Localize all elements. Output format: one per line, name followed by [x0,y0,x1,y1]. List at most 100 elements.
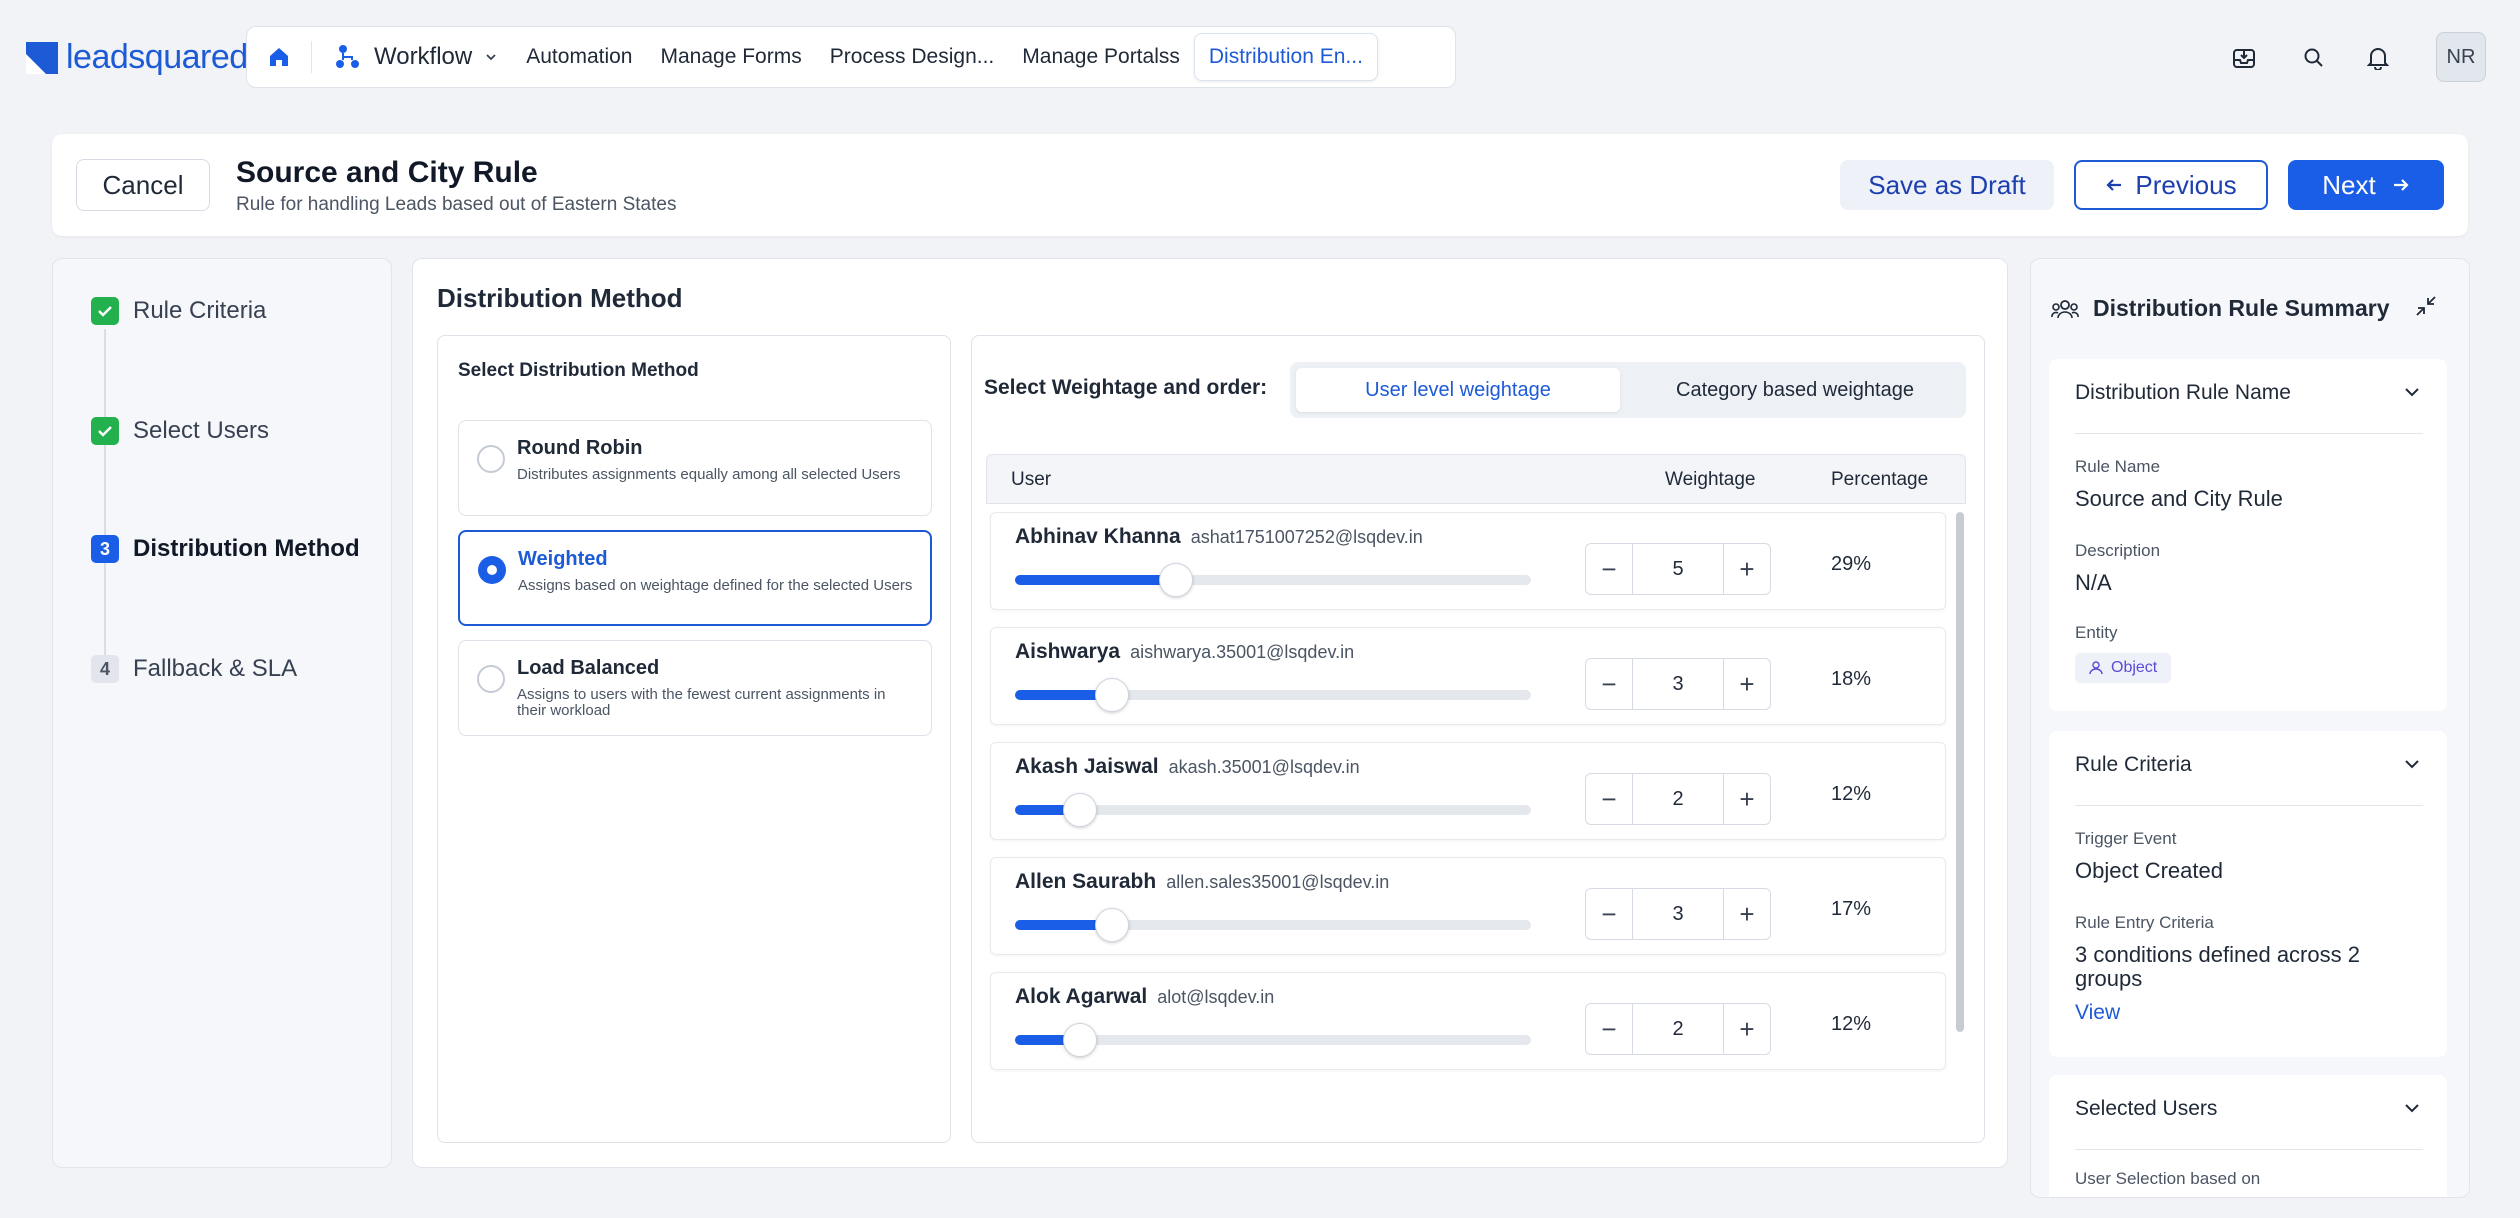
tab-process-designer[interactable]: Process Design... [829,45,995,68]
slider-handle[interactable] [1095,908,1129,942]
tab-manage-portals[interactable]: Manage Portalss [1022,45,1180,68]
weightage-panel: Select Weightage and order: User level w… [971,335,1985,1143]
slider-handle[interactable] [1095,678,1129,712]
decrement-button[interactable]: − [1601,553,1617,584]
logo-mark-icon [26,41,58,74]
users-group-icon [2051,299,2079,318]
increment-button[interactable]: + [1739,1013,1755,1044]
search-icon [2304,48,2323,67]
method-name: Weighted [518,548,608,570]
user-name-text: Abhinav Khanna [1015,525,1181,548]
weight-slider[interactable] [1015,908,1531,942]
decrement-button[interactable]: − [1601,898,1617,929]
toggle-user-level-weightage[interactable]: User level weightage [1296,368,1620,412]
toggle-category-based-weightage[interactable]: Category based weightage [1676,378,1914,401]
user-weight-row: Alok Agarwal alot@lsqdev.in −2 +12% [990,972,1946,1070]
arrow-left-icon [2106,179,2122,191]
weight-percentage: 18% [1831,668,1872,690]
home-button[interactable] [255,33,303,81]
method-description: Distributes assignments equally among al… [517,466,901,483]
view-criteria-link[interactable]: View [2075,1001,2121,1024]
user-name-text: Alok Agarwal [1015,985,1148,1008]
slider-handle[interactable] [1063,793,1097,827]
weight-value[interactable]: 3 [1632,889,1724,939]
method-description: Assigns to users with the fewest current… [517,686,886,719]
weight-slider[interactable] [1015,793,1531,827]
weight-stepper: −3 + [1585,658,1771,710]
decrement-button[interactable]: − [1601,1013,1617,1044]
user-avatar[interactable]: NR [2436,32,2486,82]
step-distribution-method[interactable]: 3 Distribution Method [91,535,360,563]
step-number-badge: 3 [91,535,119,563]
weight-slider[interactable] [1015,563,1531,597]
increment-button[interactable]: + [1739,668,1755,699]
step-rule-criteria[interactable]: Rule Criteria [91,297,266,325]
method-option-round-robin[interactable]: Round Robin Distributes assignments equa… [458,420,932,516]
weightage-type-toggle: User level weightage Category based weig… [1290,362,1966,418]
weight-value[interactable]: 5 [1632,544,1724,594]
weight-slider[interactable] [1015,678,1531,712]
previous-button[interactable]: Previous [2074,160,2268,210]
inbox-button[interactable] [2222,36,2266,80]
method-option-load-balanced[interactable]: Load Balanced Assigns to users with the … [458,640,932,736]
tab-distribution-engine[interactable]: Distribution En... [1193,33,1378,81]
cancel-button[interactable]: Cancel [76,159,210,211]
increment-button[interactable]: + [1739,898,1755,929]
step-fallback-sla[interactable]: 4 Fallback & SLA [91,655,297,683]
chevron-down-icon[interactable] [2401,381,2423,403]
home-icon [270,48,288,66]
user-name-text: Aishwarya [1015,640,1121,663]
workflow-dropdown[interactable]: Workflow [320,33,512,81]
distribution-method-panel: Distribution Method Select Distribution … [412,258,2008,1168]
chevron-down-icon[interactable] [2401,1097,2423,1119]
tab-automation[interactable]: Automation [526,45,633,68]
entity-label: Entity [2075,623,2118,642]
tab-manage-forms[interactable]: Manage Forms [660,45,802,68]
column-header-percentage: Percentage [1831,469,1929,490]
user-name: Allen Saurabh allen.sales35001@lsqdev.in [1015,870,1389,894]
page-subtitle: Rule for handling Leads based out of Eas… [236,194,677,215]
decrement-button[interactable]: − [1601,668,1617,699]
slider-handle[interactable] [1159,563,1193,597]
method-selector-heading: Select Distribution Method [458,360,699,381]
step-select-users[interactable]: Select Users [91,417,269,445]
weight-value[interactable]: 3 [1632,659,1724,709]
increment-button[interactable]: + [1739,553,1755,584]
weight-percentage: 12% [1831,1013,1872,1035]
search-button[interactable] [2292,36,2336,80]
slider-fill [1015,1035,1080,1045]
user-name-text: Allen Saurabh [1015,870,1157,893]
step-complete-check-icon [91,297,119,325]
notifications-button[interactable] [2356,36,2400,80]
step-label: Rule Criteria [133,297,267,324]
user-email: allen.sales35001@lsqdev.in [1166,872,1390,892]
rule-header: Cancel Source and City Rule Rule for han… [52,134,2468,236]
chevron-down-icon[interactable] [2401,753,2423,775]
list-scrollbar[interactable] [1956,512,1964,1032]
next-button[interactable]: Next [2288,160,2444,210]
step-label: Select Users [133,417,270,444]
weight-value[interactable]: 2 [1632,1004,1724,1054]
user-name: Alok Agarwal alot@lsqdev.in [1015,985,1274,1009]
weight-slider[interactable] [1015,1023,1531,1057]
slider-fill [1015,920,1112,930]
radio-button[interactable] [477,445,505,473]
method-selector: Select Distribution Method Round Robin D… [437,335,951,1143]
entity-value: Object [2111,659,2158,676]
slider-handle[interactable] [1063,1023,1097,1057]
rule-name-value: Source and City Rule [2075,486,2283,511]
column-header-weightage: Weightage [1665,469,1756,490]
decrement-button[interactable]: − [1601,783,1617,814]
save-as-draft-button[interactable]: Save as Draft [1840,160,2054,210]
method-option-weighted[interactable]: Weighted Assigns based on weightage defi… [458,530,932,626]
increment-button[interactable]: + [1739,783,1755,814]
inbox-download-icon [2233,49,2255,68]
radio-button[interactable] [477,665,505,693]
radio-button-selected[interactable] [478,556,506,584]
weight-value[interactable]: 2 [1632,774,1724,824]
user-weight-row: Aishwarya aishwarya.35001@lsqdev.in −3 +18% [990,627,1946,725]
leadsquared-logo[interactable]: leadsquared [26,38,248,77]
stepper-connector [104,329,106,677]
minimize-icon [2416,296,2436,316]
collapse-panel-button[interactable] [2413,293,2439,319]
